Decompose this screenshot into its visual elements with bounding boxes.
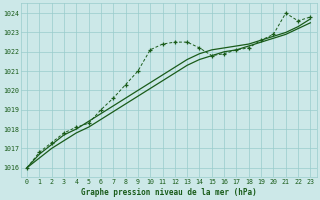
X-axis label: Graphe pression niveau de la mer (hPa): Graphe pression niveau de la mer (hPa) [81,188,257,197]
